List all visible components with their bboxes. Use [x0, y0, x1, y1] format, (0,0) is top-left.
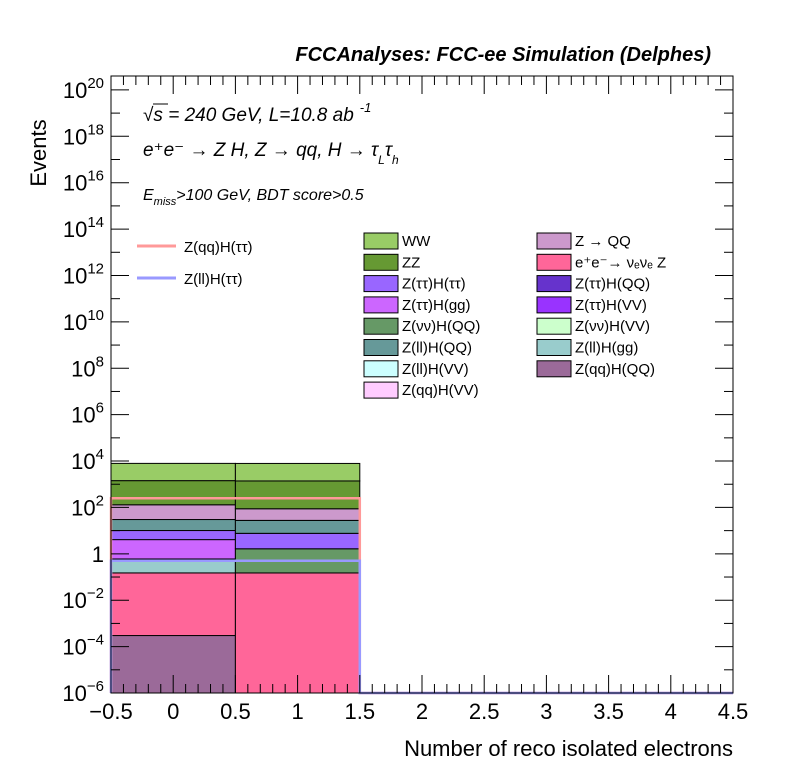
bar-6-bin-0: [110, 519, 236, 532]
y-tick-label: 10−4: [62, 632, 104, 660]
legend-swatch: [363, 253, 399, 271]
legend-label: Z(qq)H(VV): [402, 382, 479, 399]
x-tick-label: 2: [416, 699, 428, 724]
x-tick-label: 1.5: [345, 699, 376, 724]
y-tick-label: 108: [71, 353, 104, 381]
cut-annotation: Emiss>100 GeV, BDT score>0.5: [143, 187, 364, 208]
legend-swatch: [363, 296, 399, 314]
legend-label: Z(ττ)H(ττ): [402, 276, 466, 293]
x-tick-label: −0.5: [89, 699, 132, 724]
bar-9-bin-0: [110, 462, 236, 482]
process-annotation: e⁺e⁻ → Z H, Z → qq, H → τLτh: [143, 140, 399, 167]
x-tick-label: 0.5: [220, 699, 251, 724]
x-axis: −0.5 0 0.5 1 1.5 2 2.5 3 3.5 4 4.5: [89, 76, 748, 724]
x-tick-label: 1: [291, 699, 303, 724]
bar-1-bin-1: [234, 572, 361, 694]
x-tick-label: 4: [665, 699, 677, 724]
legend-label: Z(ττ)H(QQ): [575, 276, 650, 293]
y-tick-label: 1016: [63, 168, 104, 196]
legend-swatch: [363, 232, 399, 250]
y-tick-label: 1: [92, 542, 104, 567]
bar-7-bin-1: [234, 508, 361, 521]
y-tick-label: 10−2: [62, 585, 104, 613]
y-tick-label: 104: [71, 446, 104, 474]
legend-label: Z(ll)H(gg): [575, 340, 638, 357]
legend-swatch: [536, 360, 572, 378]
y-tick-label: 1012: [63, 260, 104, 288]
legend-label: Z(ll)H(VV): [402, 361, 469, 378]
legend-label: WW: [402, 233, 431, 250]
y-axis-label: Events: [26, 119, 51, 186]
annotation-block: √s = 240 GeV, L=10.8 ab -1 e⁺e⁻ → Z H, Z …: [143, 100, 399, 208]
legend-label: Z(ττ)H(VV): [575, 297, 647, 314]
legend-label: e⁺e⁻→ νₑνₑ Z: [575, 254, 666, 271]
y-tick-label: 10−6: [62, 678, 104, 706]
bar-8-bin-1: [234, 480, 361, 510]
legend-label: Z(ll)H(QQ): [402, 340, 472, 357]
legend-signal-label: Z(ll)H(ττ): [184, 271, 243, 288]
legend-label: ZZ: [402, 254, 420, 271]
legend-swatch: [363, 360, 399, 378]
y-tick-label: 1018: [63, 121, 104, 149]
legend-swatch: [536, 339, 572, 356]
legend-swatch: [536, 253, 572, 271]
chart-header: FCCAnalyses: FCC-ee Simulation (Delphes): [295, 44, 711, 66]
y-tick-label: 1010: [63, 307, 104, 335]
energy-annotation: √s = 240 GeV, L=10.8 ab -1: [143, 100, 371, 126]
legend-label: Z(qq)H(QQ): [575, 361, 655, 378]
legend-label: Z(νν)H(VV): [575, 318, 650, 335]
x-tick-label: 2.5: [469, 699, 500, 724]
legend-swatch: [363, 381, 399, 399]
bar-5-bin-1: [234, 532, 361, 550]
legend-swatch: [536, 232, 572, 250]
bar-9-bin-1: [234, 462, 361, 482]
legend-label: Z(νν)H(QQ): [402, 318, 480, 335]
y-tick-label: 106: [71, 400, 104, 428]
legend-swatch: [536, 296, 572, 314]
x-axis-label: Number of reco isolated electrons: [404, 736, 733, 761]
y-tick-label: 102: [71, 492, 104, 520]
legend-label: Z → QQ: [575, 233, 631, 250]
x-tick-label: 4.5: [718, 699, 749, 724]
legend-swatch: [363, 275, 399, 293]
legend-signal-label: Z(qq)H(ττ): [184, 239, 253, 256]
x-tick-label: 3: [540, 699, 552, 724]
legend-swatch: [363, 317, 399, 335]
legend-swatch: [363, 339, 399, 356]
stacked-bars: [110, 462, 361, 694]
legend-label: Z(ττ)H(gg): [402, 297, 471, 314]
bar-4-bin-0: [110, 539, 236, 560]
y-tick-label: 1014: [63, 214, 104, 242]
bar-5-bin-0: [110, 530, 236, 541]
bar-7-bin-0: [110, 504, 236, 521]
x-tick-label: 3.5: [593, 699, 624, 724]
legend-swatch: [536, 317, 572, 335]
bar-8-bin-0: [110, 480, 236, 506]
bar-6-bin-1: [234, 519, 361, 534]
y-axis: 10−6 10−4 10−2 1 102 104 106 108 1010 1012 1014 101…: [62, 75, 733, 706]
x-tick-label: 0: [167, 699, 179, 724]
y-tick-label: 1020: [63, 75, 104, 103]
legend: Z(qq)H(ττ) Z(ll)H(ττ) WW ZZ Z(ττ)H(ττ) Z(ττ)H…: [137, 232, 666, 399]
legend-swatch: [536, 275, 572, 293]
bar-1-bin-0: [110, 572, 236, 637]
